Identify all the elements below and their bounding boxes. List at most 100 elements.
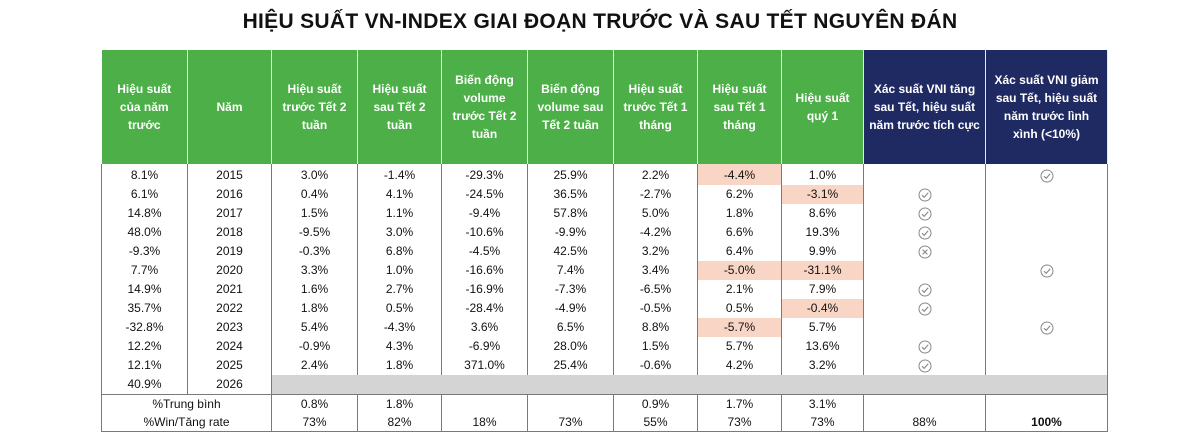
cell-prev-year: 7.7% [101, 261, 188, 280]
cell-pre-tet-2w: 1.5% [271, 204, 358, 223]
check-circle-icon [918, 302, 932, 316]
cell-prob-up [863, 185, 986, 204]
cell-pre-tet-1m: 5.0% [613, 204, 698, 223]
check-circle-icon [918, 340, 932, 354]
cell-prob-down [985, 164, 1108, 185]
table-row: 14.9% 2021 1.6% 2.7% -16.9% -7.3% -6.5% 2.1% 7.9… [101, 280, 1108, 299]
cell-post-tet-2w: 1.8% [357, 394, 442, 413]
cell-volume-pre: -16.9% [441, 280, 528, 299]
cell-prob-down [985, 318, 1108, 337]
win-rate-row: %Win/Tăng rate 73% 82% 18% 73% 55% 73% 73% 88% 10… [101, 413, 1108, 432]
header-row: Hiệu suất của năm trước Năm Hiệu suất tr… [101, 50, 1108, 164]
table-row: 14.8% 2017 1.5% 1.1% -9.4% 57.8% 5.0% 1.8% 8.6% [101, 204, 1108, 223]
cell-volume-post: 42.5% [527, 242, 614, 261]
header-year: Năm [187, 50, 272, 164]
cell-prob-down [985, 356, 1108, 375]
cell-prob-up [863, 223, 986, 242]
cell-prob-up [863, 242, 986, 261]
cell-prob-up: 88% [863, 413, 986, 432]
cell-post-tet-2w: -4.3% [357, 318, 442, 337]
cell-prev-year: 40.9% [101, 375, 188, 395]
cell-prob-up [863, 204, 986, 223]
cell-volume-post: 7.4% [527, 261, 614, 280]
cell-year: 2022 [187, 299, 272, 318]
cell-post-tet-2w: 1.8% [357, 356, 442, 375]
cell-q1: 1.0% [781, 164, 864, 185]
cell-q1: 5.7% [781, 318, 864, 337]
cell-post-tet-1m: 6.4% [697, 242, 782, 261]
cell-pre-tet-2w: -0.3% [271, 242, 358, 261]
check-circle-icon [918, 283, 932, 297]
cell-volume-post: 25.4% [527, 356, 614, 375]
cell-volume-post: -7.3% [527, 280, 614, 299]
header-post-tet-1m: Hiệu suất sau Tết 1 tháng [697, 50, 782, 164]
cell-q1: -3.1% [781, 185, 864, 204]
cell-volume-pre: -16.6% [441, 261, 528, 280]
x-circle-icon [918, 245, 932, 259]
cell-post-tet-1m: -4.4% [697, 164, 782, 185]
cell-pre-tet-1m: -0.6% [613, 356, 698, 375]
cell-pre-tet-1m: -6.5% [613, 280, 698, 299]
cell-pre-tet-1m: 3.4% [613, 261, 698, 280]
cell-prob-up [863, 164, 986, 185]
cell-prev-year: 12.1% [101, 356, 188, 375]
cell-prob-down [985, 185, 1108, 204]
cell-prob-down [985, 261, 1108, 280]
cell-prev-year: 6.1% [101, 185, 188, 204]
cell-year: 2015 [187, 164, 272, 185]
cell-prob-up [863, 356, 986, 375]
cell-volume-post: 73% [527, 413, 614, 432]
cell-prob-up [863, 337, 986, 356]
win-rate-label: %Win/Tăng rate [101, 413, 272, 432]
cell-pre-tet-2w: 5.4% [271, 318, 358, 337]
cell-post-tet-2w: 0.5% [357, 299, 442, 318]
cell-year: 2023 [187, 318, 272, 337]
cell-post-tet-1m: -5.0% [697, 261, 782, 280]
cell-prob-down [985, 299, 1108, 318]
header-prob-down: Xác suất VNI giảm sau Tết, hiệu suất năm… [985, 50, 1108, 164]
performance-table: Hiệu suất của năm trước Năm Hiệu suất tr… [101, 50, 1108, 432]
cell-pre-tet-1m: 0.9% [613, 394, 698, 413]
cell-volume-post: 25.9% [527, 164, 614, 185]
cell-volume-pre: -28.4% [441, 299, 528, 318]
cell-prob-up [863, 261, 986, 280]
cell-volume-pre: -10.6% [441, 223, 528, 242]
table-row: 12.1% 2025 2.4% 1.8% 371.0% 25.4% -0.6% 4.2% 3.2… [101, 356, 1108, 375]
cell-volume-pre: -29.3% [441, 164, 528, 185]
cell-post-tet-2w: 82% [357, 413, 442, 432]
cell-pre-tet-1m: -0.5% [613, 299, 698, 318]
table-row: 6.1% 2016 0.4% 4.1% -24.5% 36.5% -2.7% 6.2% -3.1… [101, 185, 1108, 204]
table-row: 12.2% 2024 -0.9% 4.3% -6.9% 28.0% 1.5% 5.7% 13.6… [101, 337, 1108, 356]
cell-prob-down [985, 394, 1108, 413]
cell-post-tet-2w: 4.1% [357, 185, 442, 204]
check-circle-icon [1040, 321, 1054, 335]
cell-year: 2021 [187, 280, 272, 299]
cell-year: 2019 [187, 242, 272, 261]
cell-post-tet-1m: -5.7% [697, 318, 782, 337]
cell-prev-year: -9.3% [101, 242, 188, 261]
cell-pre-tet-2w: 0.4% [271, 185, 358, 204]
cell-pre-tet-2w: -9.5% [271, 223, 358, 242]
table-row: 8.1% 2015 3.0% -1.4% -29.3% 25.9% 2.2% -4.4% 1.0… [101, 164, 1108, 185]
cell-prob-up [863, 318, 986, 337]
cell-year: 2025 [187, 356, 272, 375]
cell-post-tet-1m: 1.7% [697, 394, 782, 413]
cell-year: 2016 [187, 185, 272, 204]
cell-volume-post [527, 394, 614, 413]
cell-q1: 9.9% [781, 242, 864, 261]
table-row: -9.3% 2019 -0.3% 6.8% -4.5% 42.5% 3.2% 6.4% 9.9% [101, 242, 1108, 261]
cell-post-tet-2w: 2.7% [357, 280, 442, 299]
cell-q1: 7.9% [781, 280, 864, 299]
cell-prev-year: 8.1% [101, 164, 188, 185]
cell-pre-tet-1m: 8.8% [613, 318, 698, 337]
cell-prob-up [863, 394, 986, 413]
header-prob-up: Xác suất VNI tăng sau Tết, hiệu suất năm… [863, 50, 986, 164]
cell-pre-tet-2w: 3.0% [271, 164, 358, 185]
cell-post-tet-1m: 6.6% [697, 223, 782, 242]
cell-volume-pre: 3.6% [441, 318, 528, 337]
cell-q1: 8.6% [781, 204, 864, 223]
cell-pre-tet-1m: 55% [613, 413, 698, 432]
cell-post-tet-2w: -1.4% [357, 164, 442, 185]
check-circle-icon [918, 207, 932, 221]
cell-year: 2017 [187, 204, 272, 223]
